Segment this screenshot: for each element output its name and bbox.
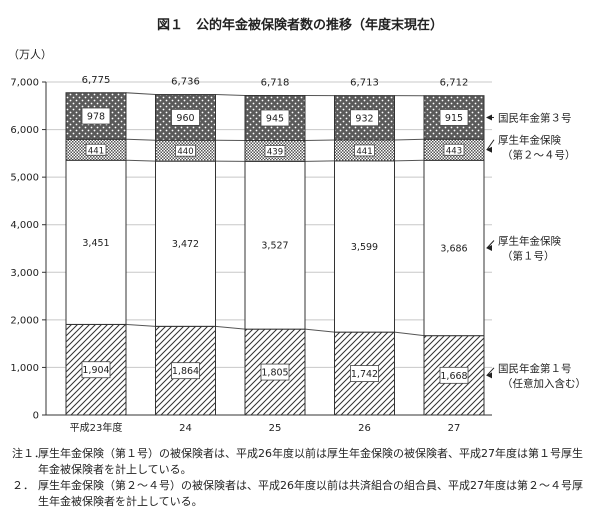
- value-label-box: [350, 109, 379, 127]
- legend-arrow: [486, 240, 495, 249]
- series-connector-line: [125, 138, 156, 141]
- y-tick-label: 3,000: [10, 268, 39, 279]
- value-label: 960: [176, 113, 194, 124]
- y-tick-label: 6,000: [10, 125, 39, 136]
- total-label: 6,775: [82, 75, 111, 86]
- value-label: 915: [445, 113, 463, 124]
- legend-label: （第１号）: [502, 249, 555, 262]
- footnote-text: 厚生年金保険（第２～４号）の被保険者は、平成26年度以前は共済組合の組合員、平成…: [38, 479, 583, 508]
- series-connector-line: [394, 138, 425, 141]
- footnote-text: 厚生年金保険（第１号）の被保険者は、平成26年度以前は厚生年金保険の被保険者、平…: [38, 447, 583, 476]
- value-label-box: [85, 143, 107, 156]
- value-label: 1,904: [82, 365, 109, 376]
- y-tick-label: 0: [33, 411, 39, 422]
- y-tick-label: 7,000: [10, 78, 39, 89]
- legend-label: 厚生年金保険: [498, 234, 561, 247]
- y-tick-label: 4,000: [10, 220, 39, 231]
- value-label: 1,864: [172, 366, 199, 377]
- value-label-box: [175, 144, 196, 157]
- value-label: 1,805: [261, 368, 288, 379]
- series-connector-line: [125, 92, 156, 96]
- value-label: 441: [88, 146, 104, 156]
- footnote-number: ２．: [12, 479, 34, 492]
- value-label: 1,668: [440, 371, 467, 382]
- value-label-box: [260, 109, 290, 127]
- value-label-box: [171, 108, 200, 126]
- legend-label: 厚生年金保険: [498, 134, 561, 147]
- footnote-number: 注１．: [12, 447, 45, 460]
- series-connector-line: [215, 94, 246, 97]
- total-label: 6,718: [261, 78, 290, 89]
- legend-arrow: [486, 139, 495, 151]
- value-label: 978: [87, 112, 105, 123]
- value-label-box: [350, 365, 379, 382]
- value-label-box: [81, 107, 111, 125]
- series-connector-line: [304, 328, 335, 333]
- footnotes: 注１． 厚生年金保険（第１号）の被保険者は、平成26年度以前は厚生年金保険の被保…: [12, 446, 592, 510]
- legend-arrowhead: [486, 114, 492, 121]
- series-connector-line: [304, 139, 335, 141]
- x-tick-label: 26: [358, 423, 371, 434]
- legend-label: （第２～４号）: [502, 149, 576, 162]
- series-connector-line: [394, 331, 425, 337]
- series-connector-line: [394, 159, 425, 162]
- x-tick-label: 平成23年度: [70, 421, 123, 434]
- value-label-box: [439, 109, 469, 126]
- value-label: 3,599: [351, 242, 378, 253]
- total-label: 6,736: [171, 77, 200, 88]
- value-label-box: [354, 144, 375, 157]
- value-label: 3,527: [261, 241, 288, 252]
- legend-arrowhead: [486, 372, 492, 379]
- value-label: 443: [446, 146, 462, 156]
- value-label: 932: [355, 113, 373, 124]
- value-label-box: [81, 361, 111, 379]
- value-label-box: [443, 143, 465, 156]
- value-label-box: [439, 366, 469, 384]
- y-tick-label: 1,000: [10, 363, 39, 374]
- series-connector-line: [125, 159, 156, 162]
- chart-title: 図１ 公的年金被保険者数の推移（年度末現在）: [156, 18, 443, 33]
- value-label-box: [261, 237, 289, 254]
- value-label: 3,472: [172, 239, 199, 250]
- value-label-box: [440, 239, 468, 256]
- value-label: 945: [266, 113, 284, 124]
- y-tick-label: 2,000: [10, 315, 39, 326]
- legend-arrow: [486, 367, 495, 376]
- series-connector-line: [125, 323, 156, 327]
- footnote: ２． 厚生年金保険（第２～４号）の被保険者は、平成26年度以前は共済組合の組合員…: [12, 478, 592, 510]
- value-label: 440: [177, 147, 193, 157]
- legend-arrowhead: [486, 244, 492, 251]
- value-label-box: [264, 145, 286, 157]
- legend-label: 国民年金第１号: [498, 362, 572, 375]
- value-label-box: [171, 362, 200, 380]
- value-label-box: [260, 363, 290, 381]
- footnote: 注１． 厚生年金保険（第１号）の被保険者は、平成26年度以前は厚生年金保険の被保…: [12, 446, 592, 478]
- value-label-box: [82, 234, 110, 251]
- value-label: 3,686: [440, 243, 467, 254]
- x-tick-label: 24: [179, 423, 192, 434]
- value-label: 3,451: [82, 238, 109, 249]
- series-connector-line: [215, 325, 246, 330]
- value-label-box: [350, 238, 379, 255]
- y-tick-label: 5,000: [10, 173, 39, 184]
- value-label-box: [171, 235, 200, 252]
- x-tick-label: 25: [269, 423, 282, 434]
- total-label: 6,713: [350, 78, 379, 89]
- y-axis-unit-label: （万人）: [8, 48, 52, 61]
- legend-label: （任意加入含む）: [502, 377, 586, 390]
- total-label: 6,712: [440, 78, 469, 89]
- value-label: 441: [356, 147, 372, 157]
- stacked-bar-chart: （万人） 1,904 3,451 441 978 6,775 1,864 3,472 440 9…: [8, 48, 586, 434]
- value-label: 1,742: [351, 369, 378, 380]
- legend-arrowhead: [486, 146, 492, 153]
- legend-label: 国民年金第３号: [498, 111, 572, 124]
- value-label: 439: [267, 147, 283, 157]
- x-tick-label: 27: [448, 423, 461, 434]
